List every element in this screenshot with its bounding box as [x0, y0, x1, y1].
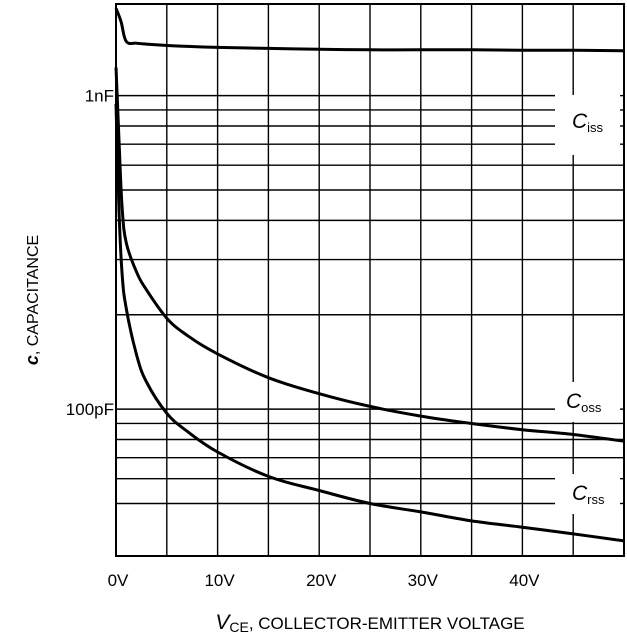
curve-ciss: [114, 7, 625, 53]
tick-labels: 0V 10V 20V 30V 40V 1nF 100pF: [66, 87, 540, 590]
curve-coss: [114, 67, 625, 443]
series-label-subscript: rss: [587, 492, 605, 507]
x-tick-label: 0V: [108, 571, 129, 590]
y-axis-text: , CAPACITANCE: [25, 235, 42, 355]
x-tick-label: 20V: [306, 571, 337, 590]
x-axis-subscript: CE: [229, 619, 248, 635]
label-gap: [555, 382, 620, 422]
series-label-ciss: Ciss: [572, 110, 604, 135]
x-axis-symbol: V: [215, 611, 231, 634]
series-label-symbol: C: [566, 390, 582, 413]
curves: [114, 7, 625, 543]
y-tick-label: 100pF: [66, 400, 114, 419]
x-axis-text: , COLLECTOR-EMITTER VOLTAGE: [249, 614, 525, 633]
series-label-symbol: C: [572, 482, 588, 505]
series-label-coss: Coss: [566, 390, 602, 415]
x-tick-label: 10V: [204, 571, 235, 590]
series-label-subscript: iss: [587, 120, 603, 135]
y-axis-symbol: c: [22, 355, 42, 365]
grid: [115, 3, 625, 557]
series-label-subscript: oss: [581, 400, 602, 415]
y-tick-label: 1nF: [85, 87, 114, 106]
x-tick-label: 30V: [408, 571, 439, 590]
series-label-symbol: C: [572, 110, 588, 133]
label-gap: [555, 95, 620, 155]
x-axis-title: VCE, COLLECTOR-EMITTER VOLTAGE: [215, 611, 524, 635]
x-tick-label: 40V: [509, 571, 540, 590]
y-axis-title: c, CAPACITANCE: [22, 235, 42, 365]
series-label-crss: Crss: [572, 482, 605, 507]
curve-crss: [114, 103, 625, 543]
label-gap: [555, 474, 620, 514]
